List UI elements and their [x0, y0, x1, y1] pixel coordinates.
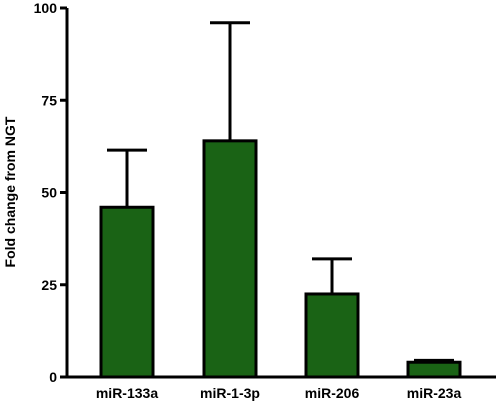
x-tick-label: miR-133a	[96, 385, 158, 401]
y-tick-label: 25	[41, 277, 57, 293]
y-tick-label: 100	[34, 0, 58, 16]
bar-miR-133a	[99, 205, 155, 379]
x-tick-label: miR-206	[305, 385, 360, 401]
y-tick-label: 50	[41, 185, 57, 201]
bars-group	[99, 139, 462, 379]
y-axis: 0 25 50 75 100	[34, 0, 69, 385]
y-tick-label: 75	[41, 92, 57, 108]
x-tick-label: miR-1-3p	[200, 385, 260, 401]
x-axis: miR-133a miR-1-3p miR-206 miR-23a	[65, 375, 496, 401]
bar-miR-206	[304, 292, 360, 379]
error-bars-group	[107, 21, 454, 363]
bar-miR-1-3p	[202, 139, 258, 379]
y-tick-label: 0	[49, 369, 57, 385]
y-axis-title: Fold change from NGT	[2, 116, 18, 267]
bar-miR-23a	[406, 360, 462, 379]
x-tick-label: miR-23a	[407, 385, 462, 401]
